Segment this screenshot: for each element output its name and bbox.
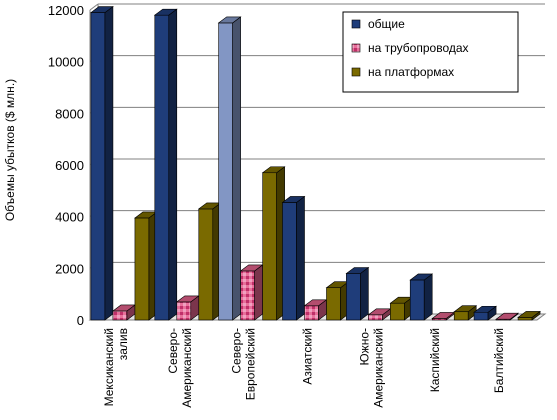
bar-total xyxy=(281,195,306,321)
bar-side xyxy=(360,266,369,321)
bar-top xyxy=(453,305,478,313)
bar-front xyxy=(304,305,319,321)
x-category-label: Северо- xyxy=(230,328,244,374)
bar-top xyxy=(217,16,242,24)
bar-front xyxy=(368,314,383,321)
bar-platform xyxy=(453,305,478,321)
bar-top xyxy=(517,311,541,318)
x-category-label: Северо- xyxy=(166,328,180,374)
legend-swatch xyxy=(351,67,361,77)
bar-total xyxy=(409,273,434,321)
bar-front xyxy=(90,12,106,321)
bar-pipeline xyxy=(495,312,519,321)
bar-front xyxy=(176,301,192,321)
bar-top xyxy=(345,267,370,274)
bar-total xyxy=(473,305,497,321)
bar-front xyxy=(262,172,277,321)
y-tick-label: 10000 xyxy=(48,55,84,70)
bar-pipeline xyxy=(303,299,328,321)
bar-side xyxy=(232,16,241,321)
x-category-label: залив xyxy=(116,328,130,360)
bar-total xyxy=(345,266,370,321)
bar-platform xyxy=(325,281,350,321)
bar-pipeline xyxy=(239,264,264,321)
bar-platform xyxy=(389,296,414,321)
bar-front xyxy=(240,270,255,321)
bar-front xyxy=(282,202,297,321)
bar-side xyxy=(168,8,178,321)
y-tick-label: 2000 xyxy=(55,261,84,276)
x-category-label: Балтийский xyxy=(492,328,506,393)
bar-front xyxy=(346,273,361,321)
bar-total xyxy=(90,5,114,321)
bar-top xyxy=(281,196,306,203)
x-category-label: Азиатский xyxy=(301,328,315,385)
bar-side xyxy=(254,264,263,321)
legend-label: на платформах xyxy=(368,65,454,79)
y-tick-label: 4000 xyxy=(55,210,84,225)
bar-side xyxy=(423,273,433,321)
x-category-label: Каспийский xyxy=(428,328,442,392)
legend-label: общие xyxy=(368,17,405,31)
y-tick-label: 8000 xyxy=(55,106,84,121)
bar-top xyxy=(90,6,114,13)
legend: общие на трубопроводах на платформах xyxy=(342,11,519,93)
x-category-label: Европейский xyxy=(244,328,258,400)
x-category-label: Мексиканский xyxy=(102,328,116,406)
x-category-label: Американский xyxy=(371,328,385,408)
bar-side xyxy=(104,5,114,321)
y-axis-title: Объемы убытков ($ млн.) xyxy=(3,79,17,221)
bar-front xyxy=(390,302,405,321)
bar-total xyxy=(153,8,178,321)
bar-front xyxy=(453,311,469,321)
bar-front xyxy=(154,14,170,321)
bar-platform xyxy=(134,211,158,321)
bar-top xyxy=(495,312,519,320)
gridline-depth xyxy=(89,3,99,11)
y-axis-ticks: 0 2000 4000 6000 8000 10000 12000 xyxy=(48,3,84,328)
bar-front xyxy=(112,310,128,321)
bar-top xyxy=(153,8,178,16)
bar-front xyxy=(517,317,533,321)
bars xyxy=(90,5,541,321)
bar-top xyxy=(409,273,434,281)
legend-swatch xyxy=(351,43,361,53)
bar-side xyxy=(296,195,305,321)
bar-front xyxy=(134,217,150,321)
legend-label: на трубопроводах xyxy=(368,41,469,55)
bar-total xyxy=(217,16,242,321)
legend-swatch xyxy=(351,19,361,29)
bar-platform xyxy=(261,166,286,321)
x-category-label: Американский xyxy=(180,328,194,408)
bar-front xyxy=(218,22,233,321)
bar-front xyxy=(409,279,425,321)
y-tick-label: 6000 xyxy=(55,158,84,173)
bar-front xyxy=(473,311,489,321)
bar-top xyxy=(473,305,497,313)
bar-platform xyxy=(517,310,541,321)
y-tick-label: 0 xyxy=(77,313,84,328)
bar-pipeline xyxy=(175,295,200,321)
y-tick-label: 12000 xyxy=(48,3,84,18)
bar-platform xyxy=(197,202,222,321)
bar-top xyxy=(261,166,286,174)
x-category-label: Южно- xyxy=(357,328,371,365)
bar-front xyxy=(198,208,214,321)
legend-box xyxy=(342,11,519,93)
bar-front xyxy=(326,287,341,321)
x-axis-labels: Мексиканский залив Северо- Американский Севе… xyxy=(102,328,506,408)
